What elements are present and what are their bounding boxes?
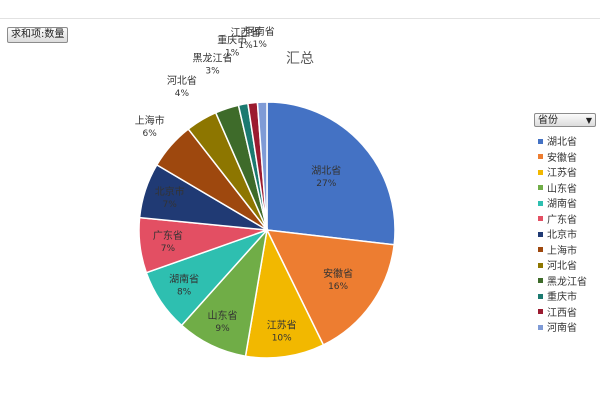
legend-swatch-8 xyxy=(538,247,543,252)
legend-swatch-9 xyxy=(538,262,543,268)
slice-label-6: 广东省 xyxy=(153,229,183,242)
legend-swatch-6 xyxy=(538,216,543,221)
legend-label-7: 北京市 xyxy=(547,230,577,241)
slice-label-8: 上海市 xyxy=(135,114,165,127)
value-field-button[interactable]: 求和项:数量 xyxy=(7,27,69,43)
slice-label-11: 重庆市 xyxy=(217,33,247,46)
legend-item-5: 湖南省 xyxy=(538,197,587,213)
pie-slice-2 xyxy=(265,229,395,346)
slice-label-10: 黑龙江省 xyxy=(193,52,233,65)
chart-legend: 湖北省安徽省江苏省山东省湖南省广东省北京市上海市河北省黑龙江省重庆市江西省河南省 xyxy=(538,135,587,337)
slice-percent-9: 4% xyxy=(175,89,190,99)
legend-item-11: 重庆市 xyxy=(538,290,587,306)
legend-item-3: 江苏省 xyxy=(538,166,587,182)
legend-label-1: 湖北省 xyxy=(547,137,577,148)
slice-label-2: 安徽省 xyxy=(323,267,353,280)
legend-swatch-11 xyxy=(538,293,543,299)
legend-swatch-12 xyxy=(538,309,543,314)
legend-label-12: 江西省 xyxy=(547,307,577,319)
slice-percent-3: 10% xyxy=(272,333,292,343)
slice-label-5: 湖南省 xyxy=(169,273,199,286)
legend-swatch-1 xyxy=(538,138,543,144)
chart-title: 汇总 xyxy=(286,51,314,67)
province-filter-dropdown[interactable]: 省份 ▼ xyxy=(534,113,596,127)
legend-item-13: 河南省 xyxy=(538,321,587,337)
legend-item-8: 上海市 xyxy=(538,244,587,260)
legend-item-6: 广东省 xyxy=(538,213,587,229)
legend-swatch-10 xyxy=(538,278,543,283)
legend-label-8: 上海市 xyxy=(547,245,577,257)
legend-label-3: 江苏省 xyxy=(547,168,577,179)
pie-slice-13 xyxy=(256,101,268,231)
legend-swatch-4 xyxy=(538,185,543,190)
legend-item-4: 山东省 xyxy=(538,182,587,198)
legend-label-9: 河北省 xyxy=(547,261,577,272)
slice-percent-5: 8% xyxy=(177,288,192,298)
slice-label-4: 山东省 xyxy=(208,309,238,322)
top-divider xyxy=(0,18,600,19)
legend-item-12: 江西省 xyxy=(538,306,587,322)
legend-label-2: 安徽省 xyxy=(547,152,577,164)
legend-label-11: 重庆市 xyxy=(547,292,577,303)
legend-swatch-7 xyxy=(538,231,543,237)
slice-percent-10: 3% xyxy=(205,67,220,77)
legend-label-4: 山东省 xyxy=(547,183,577,195)
legend-item-10: 黑龙江省 xyxy=(538,275,587,291)
legend-item-2: 安徽省 xyxy=(538,151,587,167)
legend-swatch-5 xyxy=(538,200,543,206)
slice-percent-2: 16% xyxy=(328,282,348,292)
pie-slice-3 xyxy=(244,227,325,359)
slice-percent-1: 27% xyxy=(316,179,336,189)
slice-label-3: 江苏省 xyxy=(267,318,297,331)
slice-percent-12: 1% xyxy=(238,41,253,51)
legend-item-1: 湖北省 xyxy=(538,135,587,151)
slice-percent-11: 1% xyxy=(225,48,240,58)
slice-percent-8: 6% xyxy=(143,129,158,139)
slice-percent-13: 1% xyxy=(253,40,268,50)
legend-item-9: 河北省 xyxy=(538,259,587,275)
slice-percent-7: 7% xyxy=(163,200,178,210)
province-filter-label: 省份 xyxy=(538,115,558,126)
slice-label-13: 河南省 xyxy=(245,25,275,38)
slice-percent-6: 7% xyxy=(161,244,176,254)
slice-label-1: 湖北省 xyxy=(311,164,341,177)
legend-swatch-13 xyxy=(538,324,543,330)
legend-item-7: 北京市 xyxy=(538,228,587,244)
legend-swatch-2 xyxy=(538,154,543,159)
slice-label-12: 江西省 xyxy=(231,26,261,39)
legend-label-13: 河南省 xyxy=(547,323,577,334)
pie-slice-1 xyxy=(266,101,396,246)
legend-swatch-3 xyxy=(538,169,543,175)
legend-label-10: 黑龙江省 xyxy=(547,276,587,288)
dropdown-arrow-icon: ▼ xyxy=(585,116,592,125)
slice-label-7: 北京市 xyxy=(155,185,185,198)
pie-slices xyxy=(138,101,396,359)
pie-data-labels: 湖北省 27% 安徽省 16% 江苏省 10% 山东省 9% 湖南省 8% 广东省 7% 北京市 7% 上海… xyxy=(135,25,353,343)
legend-label-6: 广东省 xyxy=(547,214,577,226)
slice-percent-4: 9% xyxy=(215,324,230,334)
slice-label-9: 河北省 xyxy=(167,74,197,87)
legend-label-5: 湖南省 xyxy=(547,199,577,210)
